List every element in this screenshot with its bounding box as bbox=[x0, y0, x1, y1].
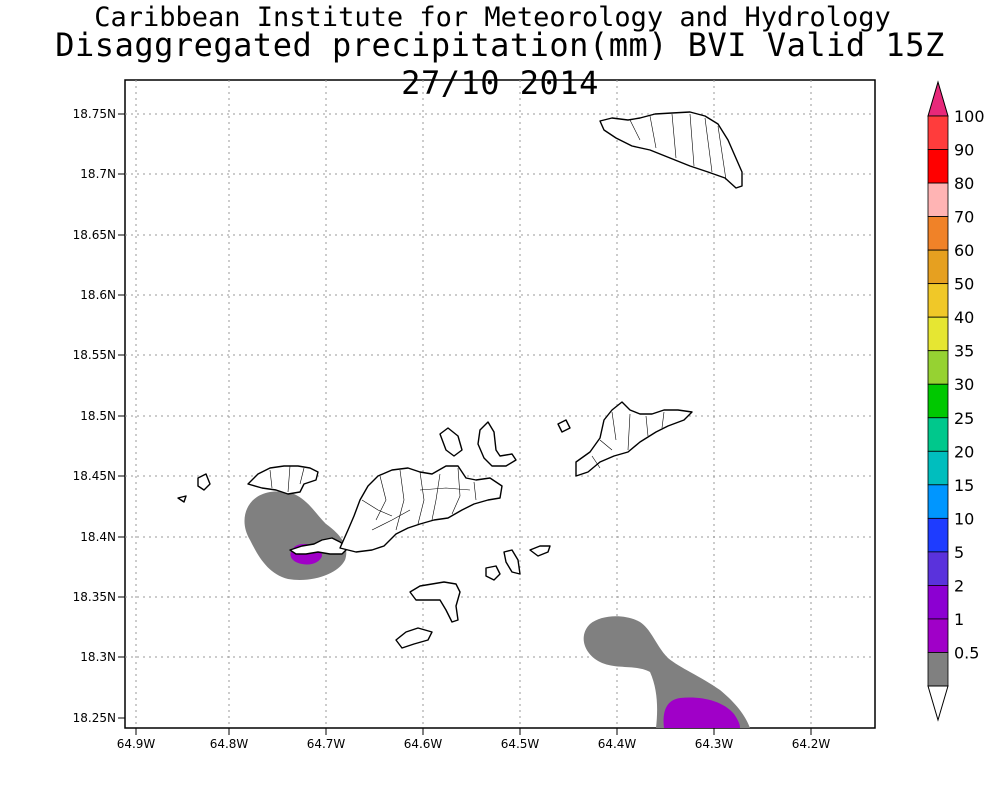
island-north-cays bbox=[477, 421, 517, 467]
lat-label: 18.6N bbox=[80, 288, 116, 302]
island-west-small bbox=[197, 473, 211, 491]
lat-label: 18.25N bbox=[73, 711, 116, 725]
colorbar-label: 100 bbox=[954, 107, 985, 126]
island-south-chain-1 bbox=[409, 581, 461, 623]
lon-labels: 64.9W 64.8W 64.7W 64.6W 64.5W 64.4W 64.3… bbox=[117, 737, 831, 751]
island-virgin-gorda bbox=[575, 401, 693, 477]
lon-label: 64.4W bbox=[598, 737, 637, 751]
colorbar-label: 2 bbox=[954, 576, 964, 595]
lat-label: 18.7N bbox=[80, 167, 116, 181]
colorbar-label: 15 bbox=[954, 476, 974, 495]
colorbar-bin bbox=[927, 350, 949, 385]
lat-labels: 18.75N 18.7N 18.65N 18.6N 18.55N 18.5N 1… bbox=[73, 107, 116, 725]
colorbar-label: 25 bbox=[954, 409, 974, 428]
colorbar-label: 0.5 bbox=[954, 643, 979, 662]
lon-label: 64.5W bbox=[501, 737, 540, 751]
colorbar-bin bbox=[927, 652, 949, 687]
colorbar-bin bbox=[927, 517, 949, 553]
island-west-tiny bbox=[177, 495, 187, 503]
lat-label: 18.5N bbox=[80, 409, 116, 423]
colorbar-label: 40 bbox=[954, 308, 974, 327]
lat-label: 18.75N bbox=[73, 107, 116, 121]
colorbar-bin bbox=[927, 383, 949, 419]
colorbar-bin bbox=[927, 618, 949, 653]
precipitation-areas bbox=[244, 491, 750, 728]
colorbar-label: 1 bbox=[954, 610, 964, 629]
precip-area-west-grey bbox=[244, 491, 347, 580]
lat-axis bbox=[118, 113, 125, 719]
island-jost-van-dyke bbox=[439, 427, 463, 457]
institute-title: Caribbean Institute for Meteorology and … bbox=[94, 2, 891, 33]
lon-label: 64.2W bbox=[792, 737, 831, 751]
colorbar-bin bbox=[927, 450, 949, 486]
island-tortola bbox=[339, 465, 503, 553]
lat-label: 18.55N bbox=[73, 348, 116, 362]
colorbar-bin bbox=[927, 417, 949, 452]
island-cooper bbox=[529, 545, 551, 557]
colorbar-bin bbox=[927, 585, 949, 620]
colorbar-bin bbox=[927, 182, 949, 217]
colorbar-bin bbox=[927, 149, 949, 184]
island-south-chain-4 bbox=[503, 549, 521, 575]
colorbar-label: 10 bbox=[954, 509, 974, 528]
colorbar-bin bbox=[927, 283, 949, 318]
colorbar-bin bbox=[927, 115, 949, 150]
colorbar-label: 20 bbox=[954, 442, 974, 461]
lat-label: 18.65N bbox=[73, 228, 116, 242]
colorbar-top-triangle bbox=[927, 80, 949, 117]
colorbar-label: 35 bbox=[954, 342, 974, 361]
gridlines bbox=[125, 80, 875, 728]
colorbar-bottom-triangle bbox=[927, 685, 949, 722]
colorbar-bin bbox=[927, 249, 949, 285]
island-st-thomas bbox=[247, 465, 319, 495]
map-frame bbox=[124, 79, 876, 729]
colorbar-label: 50 bbox=[954, 275, 974, 294]
island-south-chain-3 bbox=[485, 565, 501, 581]
colorbar-bin bbox=[927, 216, 949, 251]
lon-axis bbox=[135, 728, 812, 735]
colorbar: 100 90 80 70 60 50 40 35 30 25 20 15 10 5 2 1 0.5 bbox=[927, 80, 985, 722]
islands bbox=[177, 111, 743, 649]
lon-label: 64.9W bbox=[117, 737, 156, 751]
island-south-chain-2 bbox=[395, 627, 433, 649]
colorbar-label: 30 bbox=[954, 375, 974, 394]
colorbar-label: 80 bbox=[954, 174, 974, 193]
colorbar-label: 5 bbox=[954, 543, 964, 562]
colorbar-label: 90 bbox=[954, 141, 974, 160]
lon-label: 64.3W bbox=[695, 737, 734, 751]
lat-label: 18.45N bbox=[73, 469, 116, 483]
precip-area-southeast-purple bbox=[663, 697, 740, 728]
lon-label: 64.8W bbox=[210, 737, 249, 751]
lon-label: 64.6W bbox=[404, 737, 443, 751]
lat-label: 18.35N bbox=[73, 590, 116, 604]
lon-label: 64.7W bbox=[307, 737, 346, 751]
lat-label: 18.4N bbox=[80, 530, 116, 544]
colorbar-bin bbox=[927, 484, 949, 519]
product-title: Disaggregated precipitation(mm) BVI Vali… bbox=[55, 26, 945, 102]
colorbar-label: 60 bbox=[954, 241, 974, 260]
colorbar-bin bbox=[927, 551, 949, 586]
lat-label: 18.3N bbox=[80, 650, 116, 664]
island-guana-cays bbox=[557, 419, 571, 433]
island-anegada bbox=[599, 111, 743, 189]
island-subdivisions bbox=[269, 113, 727, 531]
colorbar-label: 70 bbox=[954, 208, 974, 227]
colorbar-bin bbox=[927, 316, 949, 352]
